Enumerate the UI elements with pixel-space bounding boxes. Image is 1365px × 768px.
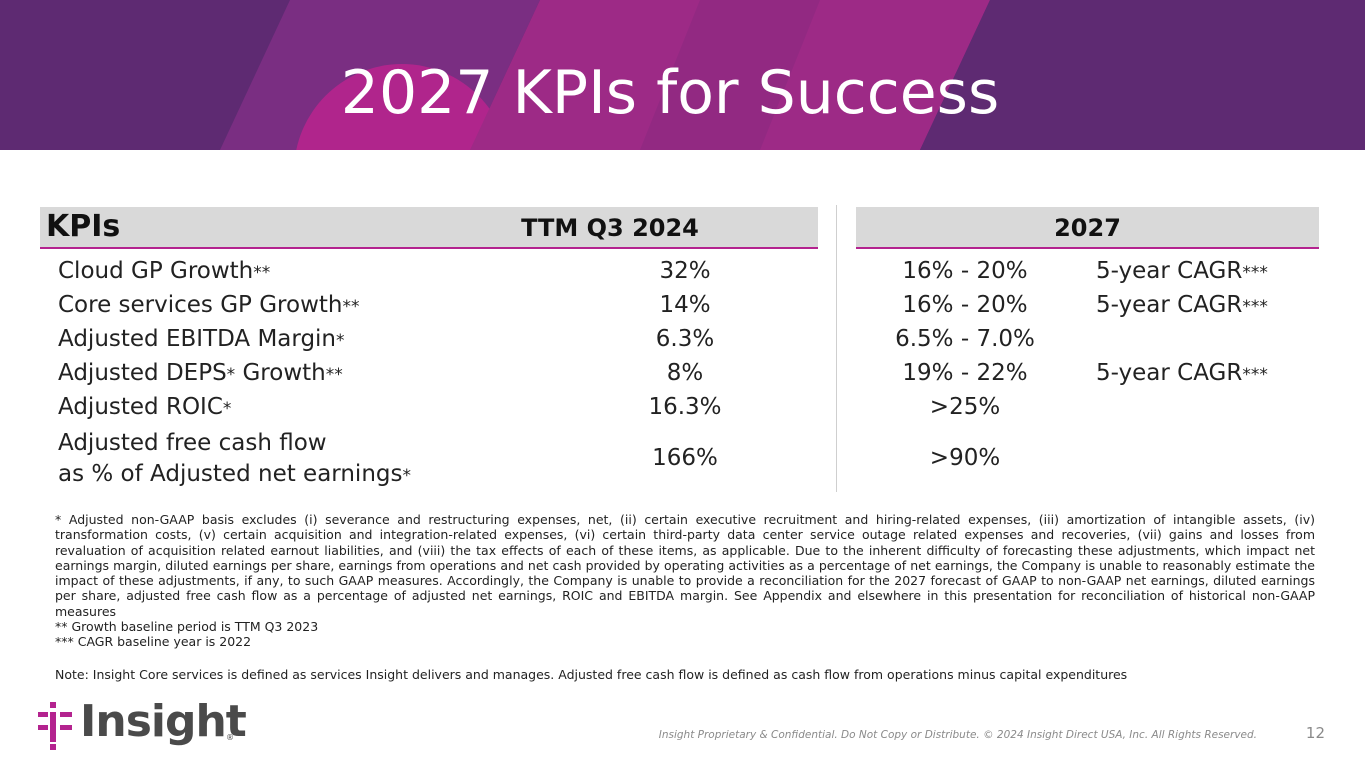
target-value: 19% - 22% xyxy=(902,360,1028,386)
footnotes: * Adjusted non-GAAP basis excludes (i) s… xyxy=(55,512,1315,682)
kpi-row-label: Cloud GP Growth** xyxy=(58,258,271,284)
kpi-row-label: Adjusted ROIC* xyxy=(58,394,232,420)
ttm-value: 166% xyxy=(652,445,718,471)
ttm-value: 16.3% xyxy=(648,394,722,420)
kpi-row-label: Adjusted DEPS* Growth** xyxy=(58,360,343,386)
footnote-definitions: Note: Insight Core services is defined a… xyxy=(55,666,1128,682)
footnote-non-gaap: * Adjusted non-GAAP basis excludes (i) s… xyxy=(55,512,1315,619)
target-value: 6.5% - 7.0% xyxy=(895,326,1035,352)
kpi-row-label: Core services GP Growth** xyxy=(58,292,360,318)
title-banner: 2027 KPIs for Success xyxy=(0,0,1365,150)
kpi-row-label: Adjusted free cash flow xyxy=(58,430,327,456)
ttm-value: 32% xyxy=(659,258,711,284)
insight-logo-text: Insight xyxy=(80,696,247,747)
ttm-value: 6.3% xyxy=(655,326,715,352)
confidential-notice: Insight Proprietary & Confidential. Do N… xyxy=(658,729,1257,741)
kpis-header: KPIs xyxy=(46,209,121,244)
kpi-table-header: KPIs TTM Q3 2024 xyxy=(40,207,818,249)
year-2027-header: 2027 xyxy=(1054,214,1121,242)
footnote-growth-baseline: ** Growth baseline period is TTM Q3 2023 xyxy=(55,619,319,635)
ttm-value: 8% xyxy=(666,360,704,386)
target-value: >90% xyxy=(929,445,1001,471)
ttm-header: TTM Q3 2024 xyxy=(521,214,699,242)
target-note: 5-year CAGR*** xyxy=(1096,258,1268,284)
target-note: 5-year CAGR*** xyxy=(1096,360,1268,386)
target-value: 16% - 20% xyxy=(902,292,1028,318)
target-table-header: 2027 xyxy=(856,207,1319,249)
registered-mark: ® xyxy=(226,733,234,742)
page-number: 12 xyxy=(1305,724,1325,742)
table-divider xyxy=(836,205,837,492)
ttm-value: 14% xyxy=(659,292,711,318)
target-value: >25% xyxy=(929,394,1001,420)
footnote-cagr-baseline: *** CAGR baseline year is 2022 xyxy=(55,634,252,650)
kpi-row-label-line2: as % of Adjusted net earnings* xyxy=(58,461,411,487)
kpi-row-label: Adjusted EBITDA Margin* xyxy=(58,326,345,352)
insight-mark-icon xyxy=(38,702,72,750)
banner-decoration xyxy=(220,0,1365,150)
target-note: 5-year CAGR*** xyxy=(1096,292,1268,318)
page-title: 2027 KPIs for Success xyxy=(340,58,1000,128)
target-value: 16% - 20% xyxy=(902,258,1028,284)
